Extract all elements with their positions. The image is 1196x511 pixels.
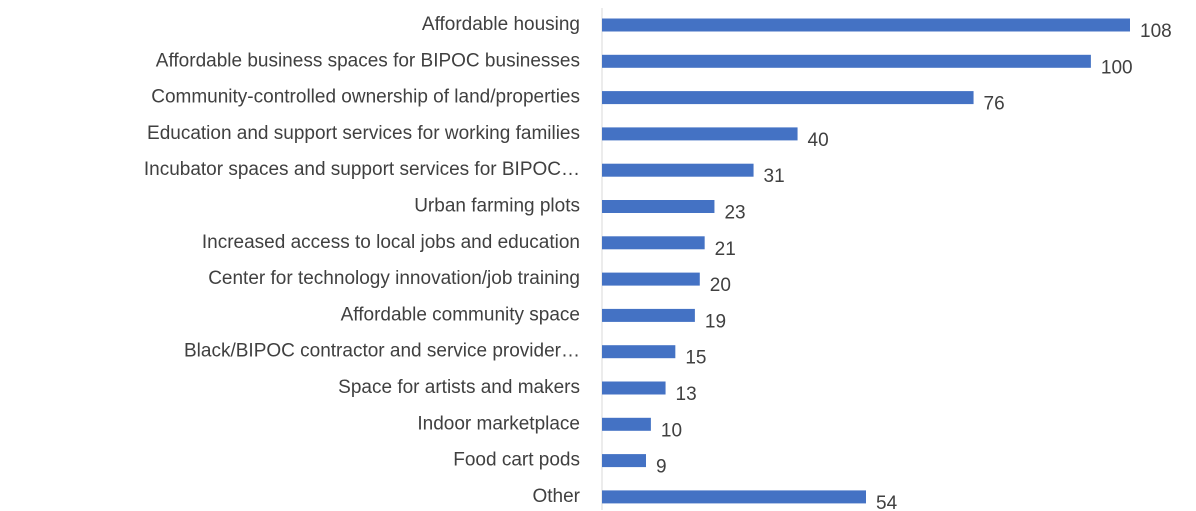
category-label: Affordable business spaces for BIPOC bus… [156, 50, 580, 71]
category-label: Affordable housing [422, 14, 580, 35]
data-label: 108 [1140, 21, 1172, 42]
category-label: Affordable community space [341, 304, 580, 325]
bar [602, 18, 1130, 32]
data-label: 19 [705, 311, 726, 332]
category-label: Incubator spaces and support services fo… [144, 159, 580, 180]
bar [602, 345, 676, 359]
data-label: 20 [710, 275, 731, 296]
data-label: 100 [1101, 57, 1133, 78]
bar [602, 236, 705, 250]
category-label: Education and support services for worki… [147, 123, 580, 144]
category-label: Urban farming plots [414, 196, 580, 217]
bar [602, 200, 715, 213]
category-label: Space for artists and makers [338, 377, 580, 398]
category-label: Other [532, 486, 580, 507]
data-label: 10 [661, 420, 682, 441]
bar [602, 454, 646, 468]
bar [602, 91, 974, 105]
category-label: Community-controlled ownership of land/p… [151, 87, 580, 108]
data-label: 23 [724, 203, 745, 224]
bar [602, 163, 754, 177]
data-label: 13 [676, 384, 697, 405]
category-label: Increased access to local jobs and educa… [202, 232, 580, 253]
data-label: 40 [808, 130, 829, 151]
data-label: 76 [984, 94, 1005, 115]
data-label: 31 [764, 166, 785, 187]
bar [602, 381, 666, 395]
data-label: 15 [685, 348, 706, 369]
data-label: 9 [656, 457, 667, 478]
bar [602, 127, 798, 141]
category-label: Black/BIPOC contractor and service provi… [184, 341, 580, 362]
category-label: Food cart pods [453, 450, 580, 471]
category-label: Indoor marketplace [417, 413, 580, 434]
category-label: Center for technology innovation/job tra… [208, 268, 580, 289]
bar [602, 272, 700, 286]
bar [602, 417, 651, 431]
data-label: 21 [715, 239, 736, 260]
bar [602, 490, 866, 504]
bar [602, 54, 1091, 68]
data-label: 54 [876, 493, 898, 511]
bar [602, 308, 695, 322]
